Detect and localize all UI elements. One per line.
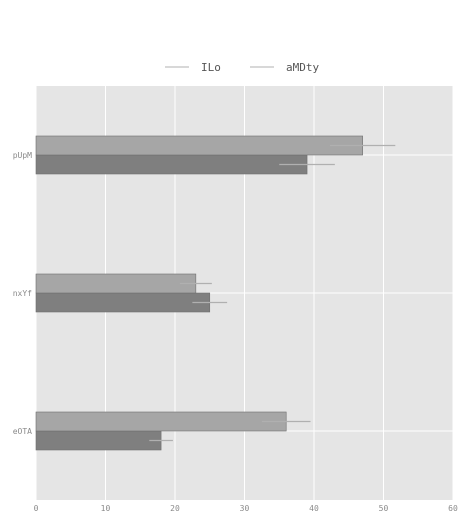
x-tick-label: 0 — [34, 504, 39, 513]
legend-label-ILo: ILo — [201, 61, 221, 74]
x-tick-label: 30 — [240, 504, 250, 513]
x-tick-label: 20 — [170, 504, 180, 513]
y-tick-label: eOTA — [13, 427, 32, 436]
y-tick-label: nxYf — [13, 289, 32, 298]
bars — [35, 135, 363, 451]
legend-label-aMDty: aMDty — [286, 61, 319, 74]
bar-aMDty-pUpM — [35, 154, 308, 175]
legend: ILo aMDty — [165, 61, 319, 74]
bar-ILo-pUpM — [35, 135, 363, 156]
error-bars — [149, 144, 396, 442]
bar-ILo-nxYf — [35, 273, 197, 294]
x-tick-label: 50 — [379, 504, 389, 513]
y-axis-ticks: eOTA nxYf pUpM — [13, 151, 32, 436]
x-tick-label: 40 — [309, 504, 319, 513]
x-tick-label: 10 — [101, 504, 111, 513]
bar-ILo-eOTA — [35, 411, 287, 432]
bar-aMDty-nxYf — [35, 292, 211, 313]
y-tick-label: pUpM — [13, 151, 32, 160]
bar-aMDty-eOTA — [35, 430, 162, 451]
x-tick-label: 60 — [448, 504, 458, 513]
x-axis-ticks: 0 10 20 30 40 50 60 — [34, 504, 458, 513]
